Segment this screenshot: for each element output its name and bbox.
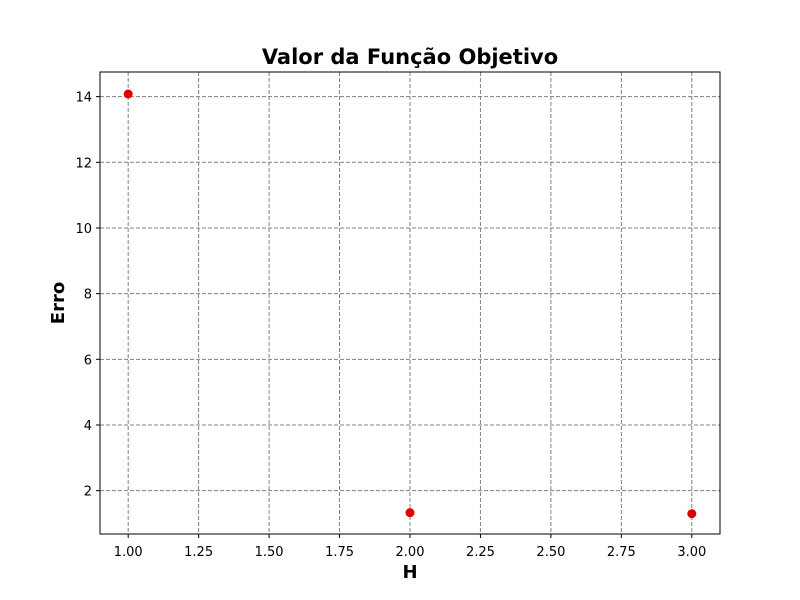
x-tick-label: 3.00 [677,545,706,560]
x-tick-label: 1.75 [325,545,354,560]
x-tick-label: 2.75 [607,545,636,560]
y-tick-label: 12 [75,156,92,171]
data-points [123,89,697,519]
x-tick-label: 1.50 [255,545,284,560]
chart-title: Valor da Função Objetivo [262,45,558,69]
data-point [123,89,133,99]
y-tick-label: 14 [75,91,92,106]
axis-ticks: 1.00 1.25 1.50 1.75 2.00 2.25 2.50 2.75 3.00 2 4 6 8… [75,91,706,560]
y-tick-label: 6 [84,353,92,368]
x-tick-label: 2.25 [466,545,495,560]
y-tick-label: 4 [84,419,92,434]
x-tick-label: 2.50 [536,545,565,560]
x-axis-label: H [402,562,417,583]
y-tick-label: 2 [84,485,92,500]
y-tick-label: 8 [84,288,92,303]
grid-lines [100,72,720,534]
x-tick-label: 2.00 [396,545,425,560]
data-point [687,509,697,519]
x-tick-label: 1.25 [184,545,213,560]
x-tick-label: 1.00 [114,545,143,560]
y-axis-label: Erro [48,282,69,324]
data-point [405,508,415,518]
y-tick-label: 10 [75,222,92,237]
